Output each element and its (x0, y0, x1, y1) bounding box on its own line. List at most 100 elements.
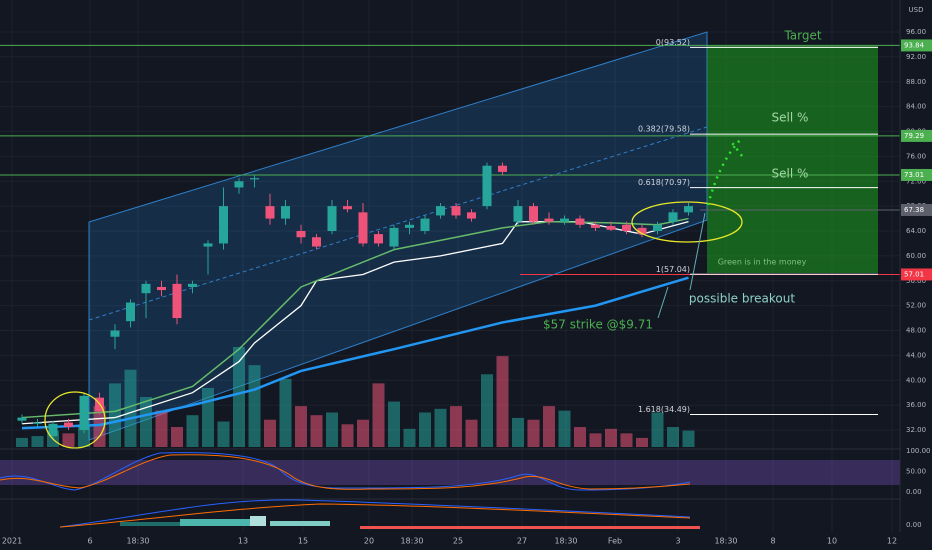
stoch-tick-label: 100.00 (906, 447, 931, 455)
volume-bar (419, 412, 431, 447)
candle-body (544, 218, 554, 222)
volume-bar (93, 406, 106, 447)
y-tick-label: 92.00 (906, 53, 926, 61)
volume-bar (171, 427, 183, 447)
fib-label: 1.618(34.49) (638, 405, 690, 414)
volume-bar (667, 427, 679, 447)
projection-arrow (706, 137, 743, 206)
volume-bar (481, 374, 493, 447)
candle-body (622, 224, 631, 231)
volume-bar (202, 387, 214, 447)
volume-bar (496, 356, 509, 447)
candle-body (265, 206, 275, 219)
y-tick-label: 88.00 (906, 78, 926, 86)
candle-body (389, 227, 399, 247)
volume-bar (574, 427, 586, 447)
annotation: Sell % (772, 167, 809, 181)
x-tick-label: 18:30 (554, 537, 577, 546)
price-tag-label: 57.01 (904, 270, 924, 278)
volume-bar (372, 383, 385, 447)
volume-bar (434, 408, 447, 447)
candle-body (451, 206, 461, 216)
x-tick-label: 3 (675, 537, 680, 546)
y-tick-label: 60.00 (906, 252, 926, 260)
x-tick-label: 18:30 (400, 537, 423, 546)
volume-bar (248, 365, 261, 447)
candle-body (668, 212, 678, 222)
candle-body (312, 237, 321, 247)
annotation: Target (783, 29, 821, 43)
candle-body (110, 330, 120, 337)
y-tick-label: 40.00 (906, 376, 926, 384)
ma-line (21, 217, 689, 419)
candle-body (281, 206, 290, 219)
volume-bar (620, 433, 633, 447)
candle-body (79, 395, 89, 430)
volume (16, 347, 695, 447)
moving-averages (21, 217, 689, 430)
candles (17, 162, 693, 440)
volume-bar (636, 437, 648, 447)
candle-body (591, 224, 600, 228)
volume-bar (109, 383, 121, 447)
candle-body (358, 212, 368, 244)
x-tick-label: Feb (608, 537, 622, 546)
fib-label: 0.618(70.97) (638, 178, 690, 187)
volume-bar (512, 417, 524, 447)
candle-body (498, 165, 507, 172)
price-tag (901, 203, 932, 216)
candle-body (436, 206, 445, 216)
candle-body (653, 224, 662, 231)
volume-bar (124, 369, 137, 447)
candle-body (48, 423, 58, 437)
volume-bar (62, 433, 75, 447)
candle-body (17, 417, 27, 421)
signal-line (59, 503, 691, 528)
macd-hist (120, 516, 700, 529)
candle-body (420, 218, 430, 231)
volume-bar (558, 410, 571, 447)
candle-body (172, 283, 182, 319)
candle-body (157, 286, 166, 291)
volume-bar (589, 433, 602, 447)
volume-bar (217, 421, 230, 447)
volume-bar (341, 424, 354, 447)
candle-body (64, 422, 73, 427)
candle-body (606, 226, 616, 230)
candle-body (219, 206, 228, 244)
x-tick-label: 18:30 (714, 537, 737, 546)
volume-bar (682, 430, 695, 447)
y-tick-label: 64.00 (906, 227, 926, 235)
x-tick-label: 2021 (2, 537, 22, 546)
stoch-d (0, 454, 691, 490)
volume-bar (450, 406, 462, 447)
volume-bar (403, 428, 416, 447)
fib-label: 1(57.04) (656, 265, 690, 274)
macd-line (59, 499, 691, 528)
candle-body (203, 243, 213, 247)
candle-body (188, 283, 197, 287)
volume-bar (295, 406, 307, 447)
candle-body (33, 422, 42, 424)
y-tick-label: 76.00 (906, 152, 926, 160)
stoch-tick-label: 0.00 (906, 488, 922, 496)
x-tick-label: 15 (298, 537, 308, 546)
y-tick-label: 52.00 (906, 302, 926, 310)
volume-bar (155, 410, 168, 447)
candle-body (637, 227, 647, 235)
price-tag-label: 73.01 (904, 171, 924, 179)
volume-bar (388, 401, 400, 447)
annotation: Green is in the money (718, 258, 807, 267)
levels: 0(93.52) 0.382(79.58) 0.618(70.97) 1(57.04)… (0, 38, 900, 416)
y-tick-label: 44.00 (906, 351, 926, 359)
candle-body (405, 224, 414, 228)
volume-bar (357, 419, 369, 447)
y-tick-label: 72.00 (906, 177, 926, 185)
x-tick-label: 25 (453, 537, 463, 546)
price-tag-label: 93.84 (904, 41, 925, 49)
y-tick-label: 84.00 (906, 103, 926, 111)
price-tag-label: 79.29 (904, 132, 924, 140)
candle-body (482, 165, 492, 207)
y-tick-label: 32.00 (906, 426, 926, 434)
